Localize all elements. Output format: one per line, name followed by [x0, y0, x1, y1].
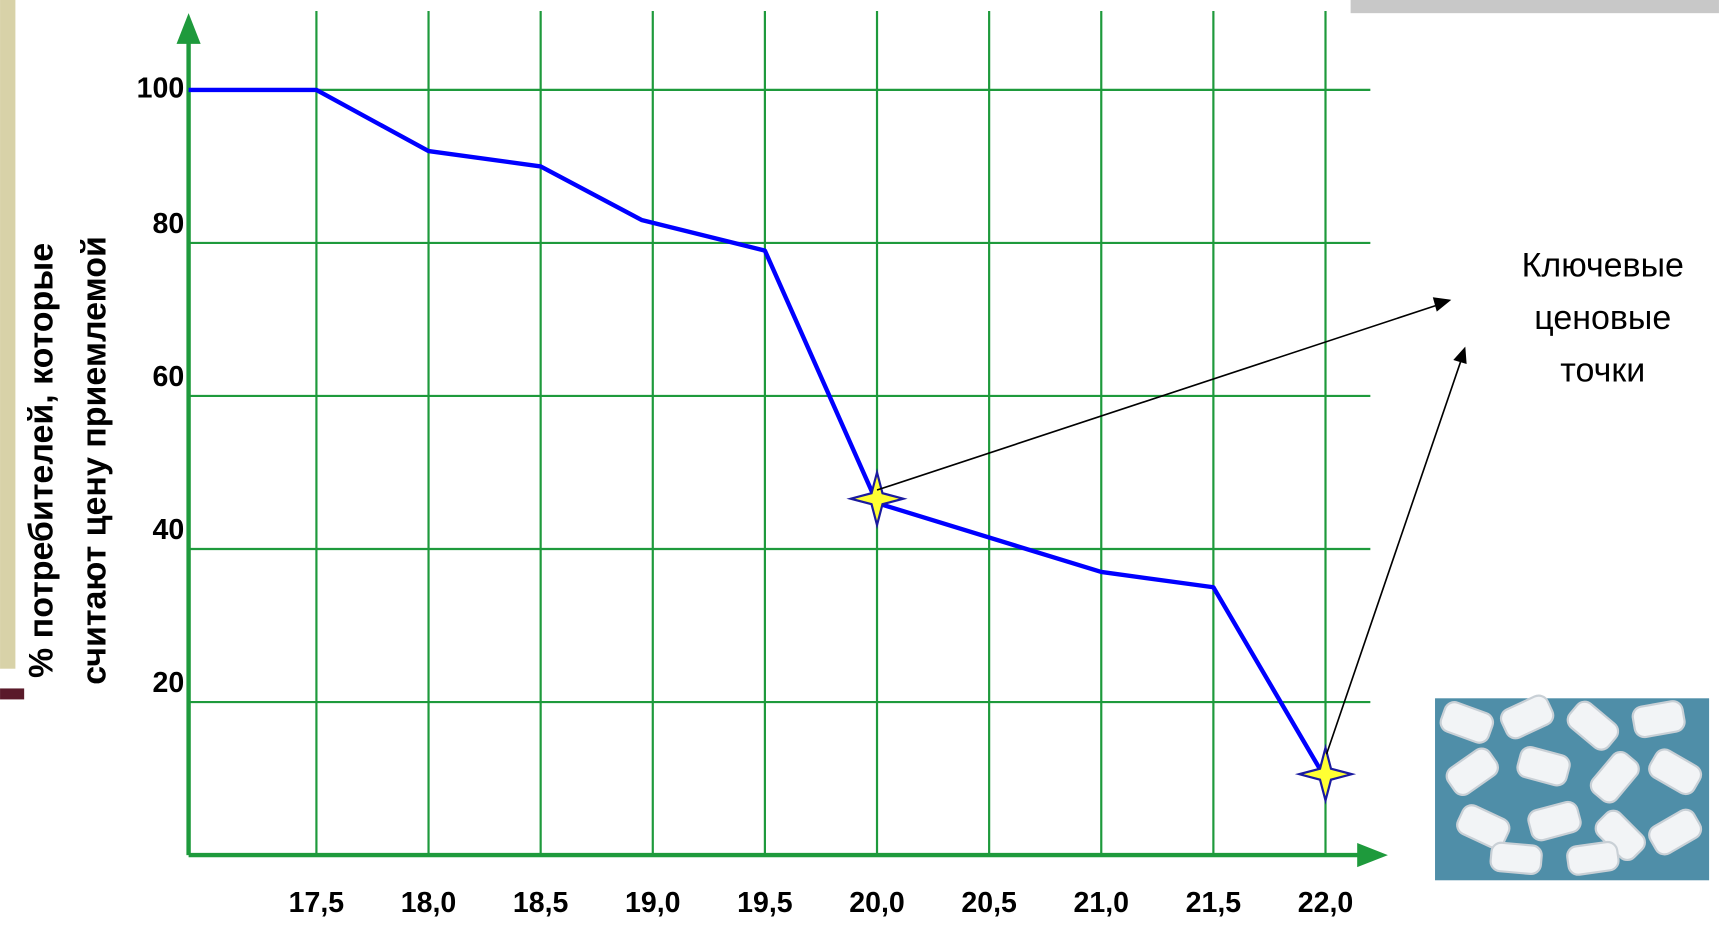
x-tick-label: 18,5: [513, 887, 569, 919]
data-line: [188, 87, 1328, 780]
annotation: точки: [1560, 351, 1645, 389]
y-tick-label: 40: [153, 514, 185, 546]
annotation-arrows: [876, 297, 1467, 755]
x-tick-label: 22,0: [1298, 887, 1353, 919]
y-axis-arrow: [176, 13, 201, 44]
gum-image: [1435, 694, 1710, 881]
x-tick-label: 21,0: [1074, 887, 1129, 919]
y-axis-label: % потребителей, которые: [23, 243, 61, 678]
plot: 20 40 60 80 100 17,5 18,0 18,5 19,0 19,5 20,0 20,5 2…: [137, 10, 1388, 919]
x-tick-label: 19,5: [737, 887, 793, 919]
x-tick-label: 18,0: [401, 887, 456, 919]
side-strip: [0, 0, 16, 669]
y-axis-label: считают цену приемлемой: [75, 236, 113, 685]
x-axis-arrow: [1357, 843, 1388, 868]
y-tick-label: 60: [153, 361, 185, 393]
x-tick-label: 20,5: [961, 887, 1017, 919]
annotation: ценовые: [1534, 299, 1671, 337]
top-bar: [1350, 0, 1719, 14]
x-tick-label: 21,5: [1186, 887, 1242, 919]
x-tick-label: 20,0: [849, 887, 904, 919]
x-tick-label: 17,5: [289, 887, 345, 919]
side-accent: [0, 688, 25, 700]
annotation: Ключевые: [1522, 246, 1684, 284]
y-tick-label: 80: [153, 208, 185, 240]
key-point-marker: [1294, 743, 1357, 805]
y-tick-label: 100: [137, 72, 185, 104]
x-tick-label: 19,0: [625, 887, 680, 919]
y-tick-label: 20: [153, 667, 185, 699]
key-point-marker: [846, 468, 908, 530]
